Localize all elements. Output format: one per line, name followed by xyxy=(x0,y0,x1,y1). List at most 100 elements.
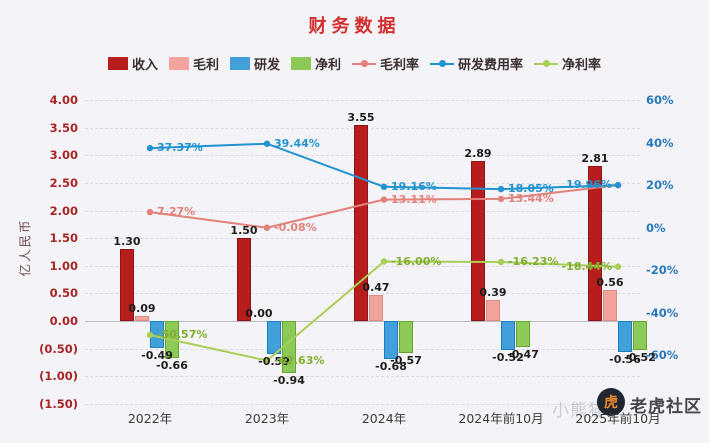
legend-item-rnd-expense-rate[interactable]: 研发费用率 xyxy=(430,54,523,73)
legend-swatch-rnd-icon xyxy=(229,57,250,70)
bar-revenue xyxy=(120,249,134,322)
grid-line xyxy=(85,376,640,378)
y-tick-left: 4.00 xyxy=(49,93,78,107)
legend-line-marker-gross-margin-icon xyxy=(352,57,376,70)
point-rnd-expense-rate xyxy=(497,185,505,193)
y-tick-right: -60% xyxy=(646,348,679,362)
point-net-margin xyxy=(497,258,505,266)
legend-line-marker-net-margin-icon xyxy=(534,57,559,70)
legend-label-revenue: 收入 xyxy=(131,58,158,73)
y-tick-right: 0% xyxy=(646,220,666,235)
y-tick-right: 20% xyxy=(646,178,674,192)
y-tick-left: 1.00 xyxy=(49,258,78,273)
line-label-rnd-expense-rate: 39.44% xyxy=(274,136,320,150)
line-series-layer xyxy=(146,140,622,364)
bar-label-gross-profit: 0.39 xyxy=(479,285,507,299)
x-tick: 2024年 xyxy=(361,411,407,426)
point-net-margin xyxy=(263,357,271,364)
y-tick-left: 3.50 xyxy=(49,120,78,135)
point-net-margin xyxy=(146,331,154,339)
point-rnd-expense-rate xyxy=(380,183,388,190)
bar-revenue xyxy=(354,124,368,322)
bar-label-net-profit: -0.57 xyxy=(390,353,422,367)
legend-item-rnd[interactable]: 研发 xyxy=(229,54,280,73)
y-tick-right: 60% xyxy=(646,93,674,107)
line-label-gross-margin: 13.11% xyxy=(391,192,437,206)
line-label-net-margin: -50.57% xyxy=(157,327,208,341)
bar-label-gross-profit: 0.56 xyxy=(596,276,624,290)
bar-label-rnd: -0.49 xyxy=(141,349,173,363)
y-tick-right: 40% xyxy=(646,135,674,150)
grid-line xyxy=(85,321,640,323)
line-label-rnd-expense-rate: 19.96% xyxy=(566,178,612,192)
bar-gross-profit xyxy=(603,290,617,322)
bar-label-revenue: 2.89 xyxy=(464,147,492,161)
bar-label-revenue: 1.30 xyxy=(113,235,141,249)
legend-item-net-margin[interactable]: 净利率 xyxy=(534,54,601,73)
bar-label-revenue: 2.81 xyxy=(581,151,609,165)
legend-label-gross-margin: 毛利率 xyxy=(380,58,420,73)
tiger-logo-icon: 虎 xyxy=(597,388,625,416)
grid-line xyxy=(85,100,640,101)
line-label-net-margin: -16.00% xyxy=(391,254,442,268)
line-label-gross-margin: -0.08% xyxy=(274,220,317,234)
point-rnd-expense-rate xyxy=(614,181,622,189)
line-net-margin xyxy=(149,260,619,362)
bar-gross-profit xyxy=(486,299,500,322)
y-tick-left: (0.50) xyxy=(39,341,78,356)
legend-swatch-revenue-icon xyxy=(107,57,128,70)
grid-line xyxy=(85,348,640,350)
y-tick-right: -40% xyxy=(646,305,679,320)
x-tick: 2023年 xyxy=(244,411,290,426)
line-label-rnd-expense-rate: 18.05% xyxy=(508,182,554,196)
bar-label-revenue: 3.55 xyxy=(347,110,375,124)
point-gross-margin xyxy=(263,224,271,231)
y-tick-right: -20% xyxy=(646,263,679,277)
bar-label-rnd: -0.52 xyxy=(492,350,524,364)
point-rnd-expense-rate xyxy=(263,140,271,147)
y-tick-left: (1.50) xyxy=(39,397,78,411)
y-tick-left: 0.00 xyxy=(49,314,78,329)
watermark-faint-text: 小熊猫 xyxy=(552,401,606,421)
bar-label-net-profit: -0.66 xyxy=(156,358,188,372)
line-label-gross-margin: 7.27% xyxy=(157,205,196,219)
y-tick-left: 2.00 xyxy=(49,203,78,218)
point-gross-margin xyxy=(380,196,388,203)
legend-label-net-profit: 净利 xyxy=(314,58,341,73)
point-rnd-expense-rate xyxy=(146,144,154,152)
bar-label-net-profit: -0.47 xyxy=(507,348,539,362)
legend-item-gross-margin[interactable]: 毛利率 xyxy=(352,54,419,73)
grid-line xyxy=(85,404,640,405)
bar-rnd xyxy=(618,321,632,353)
y-tick-left: 1.50 xyxy=(49,231,78,246)
bar-gross-profit xyxy=(369,295,383,322)
legend-label-gross-profit: 毛利 xyxy=(192,58,219,73)
point-gross-margin xyxy=(497,195,505,203)
plot-area xyxy=(85,100,647,405)
legend-swatch-net-profit-icon xyxy=(290,57,311,70)
legend-item-net-profit[interactable]: 净利 xyxy=(290,54,341,73)
bar-label-net-profit: -0.52 xyxy=(624,350,656,364)
line-label-net-margin: -16.23% xyxy=(508,254,559,268)
bar-label-gross-profit: 0.00 xyxy=(245,307,273,321)
point-net-margin xyxy=(380,258,388,265)
bar-net-profit xyxy=(516,321,530,348)
bar-rnd xyxy=(384,321,398,359)
y-tick-left: 0.50 xyxy=(49,286,78,301)
legend-label-rnd-expense-rate: 研发费用率 xyxy=(458,58,524,73)
bar-label-net-profit: -0.94 xyxy=(273,374,305,388)
line-label-rnd-expense-rate: 19.16% xyxy=(391,179,437,193)
bar-label-rnd: -0.59 xyxy=(258,354,290,368)
bar-revenue xyxy=(471,161,485,322)
y-tick-left: 3.00 xyxy=(49,148,78,163)
bar-label-gross-profit: 0.47 xyxy=(362,281,390,295)
y-tick-left: 2.50 xyxy=(49,175,78,190)
legend-item-revenue[interactable]: 收入 xyxy=(107,54,158,73)
bar-net-profit xyxy=(399,321,413,353)
x-tick: 2024年前10月 xyxy=(458,411,544,426)
y-tick-left: (1.00) xyxy=(39,369,78,384)
line-label-net-margin: -18.44% xyxy=(561,259,612,273)
bar-net-profit xyxy=(633,321,647,350)
bar-rnd xyxy=(501,321,515,350)
legend-item-gross-profit[interactable]: 毛利 xyxy=(168,54,219,73)
